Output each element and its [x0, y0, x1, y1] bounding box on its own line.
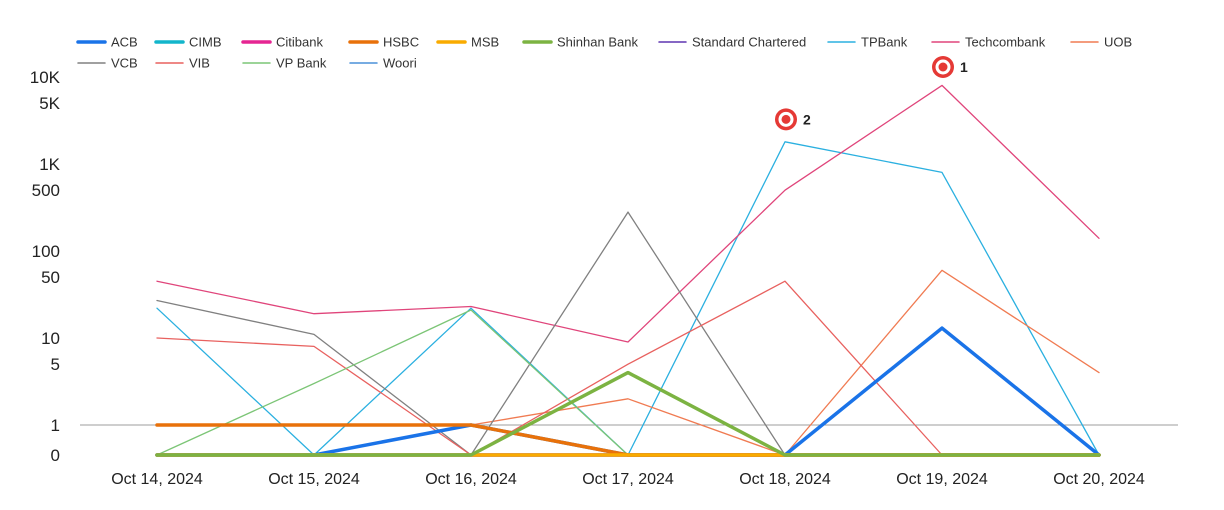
legend-label-uob: UOB [1104, 35, 1132, 50]
y-tick-label-10k: 10K [30, 68, 61, 87]
y-tick-label-1k: 1K [39, 155, 60, 174]
legend-label-cimb: CIMB [189, 35, 222, 50]
legend-item-vib[interactable]: VIB [155, 56, 210, 71]
series-line-uob[interactable] [156, 269, 1100, 456]
legend-label-vcb: VCB [111, 56, 138, 71]
anomaly-marker-label: 2 [803, 111, 811, 127]
legend-label-msb: MSB [471, 35, 499, 50]
anomaly-marker-label: 1 [960, 59, 968, 75]
legend-label-acb: ACB [111, 35, 138, 50]
series-line-vib[interactable] [156, 280, 1100, 456]
x-axis: Oct 14, 2024 Oct 15, 2024 Oct 16, 2024 Oct … [111, 471, 1145, 488]
legend-item-tpbank[interactable]: TPBank [827, 35, 908, 50]
legend-label-tpbank: TPBank [861, 35, 908, 50]
series-line-techcombank[interactable] [156, 84, 1100, 343]
legend-item-acb[interactable]: ACB [76, 35, 138, 50]
y-tick-label-10: 10 [41, 329, 60, 348]
legend-label-woori: Woori [383, 56, 417, 71]
legend-item-techcombank[interactable]: Techcombank [931, 35, 1046, 50]
y-tick-label-1: 1 [51, 416, 60, 435]
x-tick-label-oct-14-2024: Oct 14, 2024 [111, 471, 203, 488]
legend-label-vp-bank: VP Bank [276, 56, 327, 71]
legend: ACB CIMB Citibank HSBC MSB Shinhan Bank Standa… [76, 35, 1132, 71]
x-tick-label-oct-15-2024: Oct 15, 2024 [268, 471, 360, 488]
series-line-tpbank[interactable] [156, 141, 1100, 456]
legend-item-vp-bank[interactable]: VP Bank [242, 56, 327, 71]
x-tick-label-oct-19-2024: Oct 19, 2024 [896, 471, 988, 488]
series-layer [155, 84, 1101, 457]
legend-label-shinhan-bank: Shinhan Bank [557, 35, 638, 50]
y-axis: 0 1 5 10 50 100 500 1K 5K 10K [30, 68, 61, 465]
legend-item-msb[interactable]: MSB [436, 35, 499, 50]
target-icon-center [781, 114, 791, 124]
legend-item-vcb[interactable]: VCB [77, 56, 138, 71]
series-line-vcb[interactable] [156, 211, 1100, 456]
legend-label-techcombank: Techcombank [965, 35, 1046, 50]
x-tick-label-oct-16-2024: Oct 16, 2024 [425, 471, 517, 488]
y-tick-label-100: 100 [32, 242, 60, 261]
legend-item-citibank[interactable]: Citibank [241, 35, 323, 50]
series-line-shinhan-bank[interactable] [155, 370, 1101, 457]
legend-item-shinhan-bank[interactable]: Shinhan Bank [522, 35, 638, 50]
legend-label-hsbc: HSBC [383, 35, 419, 50]
series-line-vp-bank[interactable] [156, 309, 1100, 456]
legend-label-vib: VIB [189, 56, 210, 71]
series-line-acb[interactable] [155, 326, 1101, 457]
y-tick-label-5: 5 [51, 355, 60, 374]
anomaly-marker-1[interactable]: 1 [932, 56, 968, 78]
x-tick-label-oct-20-2024: Oct 20, 2024 [1053, 471, 1145, 488]
target-icon-center [938, 62, 948, 72]
legend-item-hsbc[interactable]: HSBC [348, 35, 419, 50]
annotations-layer: 12 [775, 56, 968, 131]
legend-item-woori[interactable]: Woori [349, 56, 417, 71]
anomaly-marker-2[interactable]: 2 [775, 108, 811, 131]
x-tick-label-oct-17-2024: Oct 17, 2024 [582, 471, 674, 488]
y-tick-label-5k: 5K [39, 94, 60, 113]
legend-item-standard-chartered[interactable]: Standard Chartered [658, 35, 806, 50]
legend-item-cimb[interactable]: CIMB [154, 35, 222, 50]
x-tick-label-oct-18-2024: Oct 18, 2024 [739, 471, 831, 488]
legend-item-uob[interactable]: UOB [1070, 35, 1132, 50]
y-tick-label-500: 500 [32, 181, 60, 200]
legend-label-standard-chartered: Standard Chartered [692, 35, 806, 50]
y-tick-label-50: 50 [41, 268, 60, 287]
legend-label-citibank: Citibank [276, 35, 323, 50]
y-tick-label-0: 0 [51, 446, 60, 465]
